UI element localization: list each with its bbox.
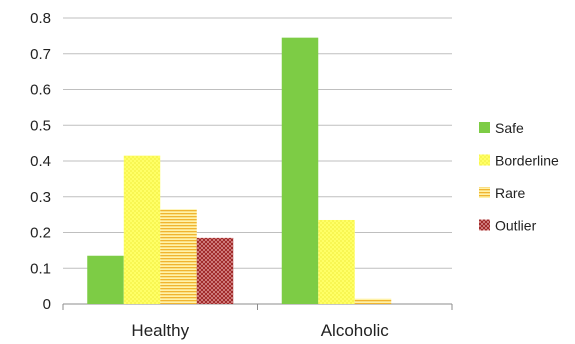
gridlines — [63, 17, 452, 269]
legend: Safe Borderline Rare Outlier — [479, 120, 559, 234]
bar-borderline-alcoholic — [318, 219, 355, 304]
legend-swatch-safe — [479, 122, 490, 133]
y-tick-label: 0.4 — [30, 153, 51, 170]
legend-swatch-borderline — [479, 154, 490, 166]
y-tick-label: 0.5 — [30, 117, 51, 134]
bar-safe-healthy — [87, 255, 124, 304]
y-tick-label: 0.2 — [30, 225, 51, 242]
legend-swatch-rare — [479, 187, 490, 198]
bar-rare-healthy — [160, 209, 197, 304]
bar-rare-alcoholic — [354, 298, 392, 304]
legend-swatch-outlier — [479, 219, 490, 231]
axes — [62, 303, 453, 310]
y-tick-label: 0.3 — [30, 189, 51, 206]
y-tick-label: 0.1 — [30, 260, 51, 277]
x-category-label: Healthy — [131, 321, 189, 340]
y-tick-label: 0.6 — [30, 82, 51, 99]
y-tick-label: 0.8 — [30, 10, 51, 27]
bar-outlier-healthy — [196, 237, 234, 304]
y-tick-label: 0.7 — [30, 46, 51, 63]
legend-label-rare: Rare — [495, 185, 526, 201]
legend-label-outlier: Outlier — [495, 218, 537, 234]
tick-labels: 0 0.1 0.2 0.3 0.4 0.5 0.6 0.7 0.8 Healthy Alcoholi… — [30, 10, 389, 340]
bar-borderline-healthy — [123, 155, 161, 304]
legend-label-borderline: Borderline — [495, 153, 559, 169]
y-tick-label: 0 — [43, 296, 51, 313]
x-category-label: Alcoholic — [321, 321, 390, 340]
bars — [87, 37, 392, 304]
bar-safe-alcoholic — [281, 37, 319, 304]
legend-label-safe: Safe — [495, 120, 524, 136]
